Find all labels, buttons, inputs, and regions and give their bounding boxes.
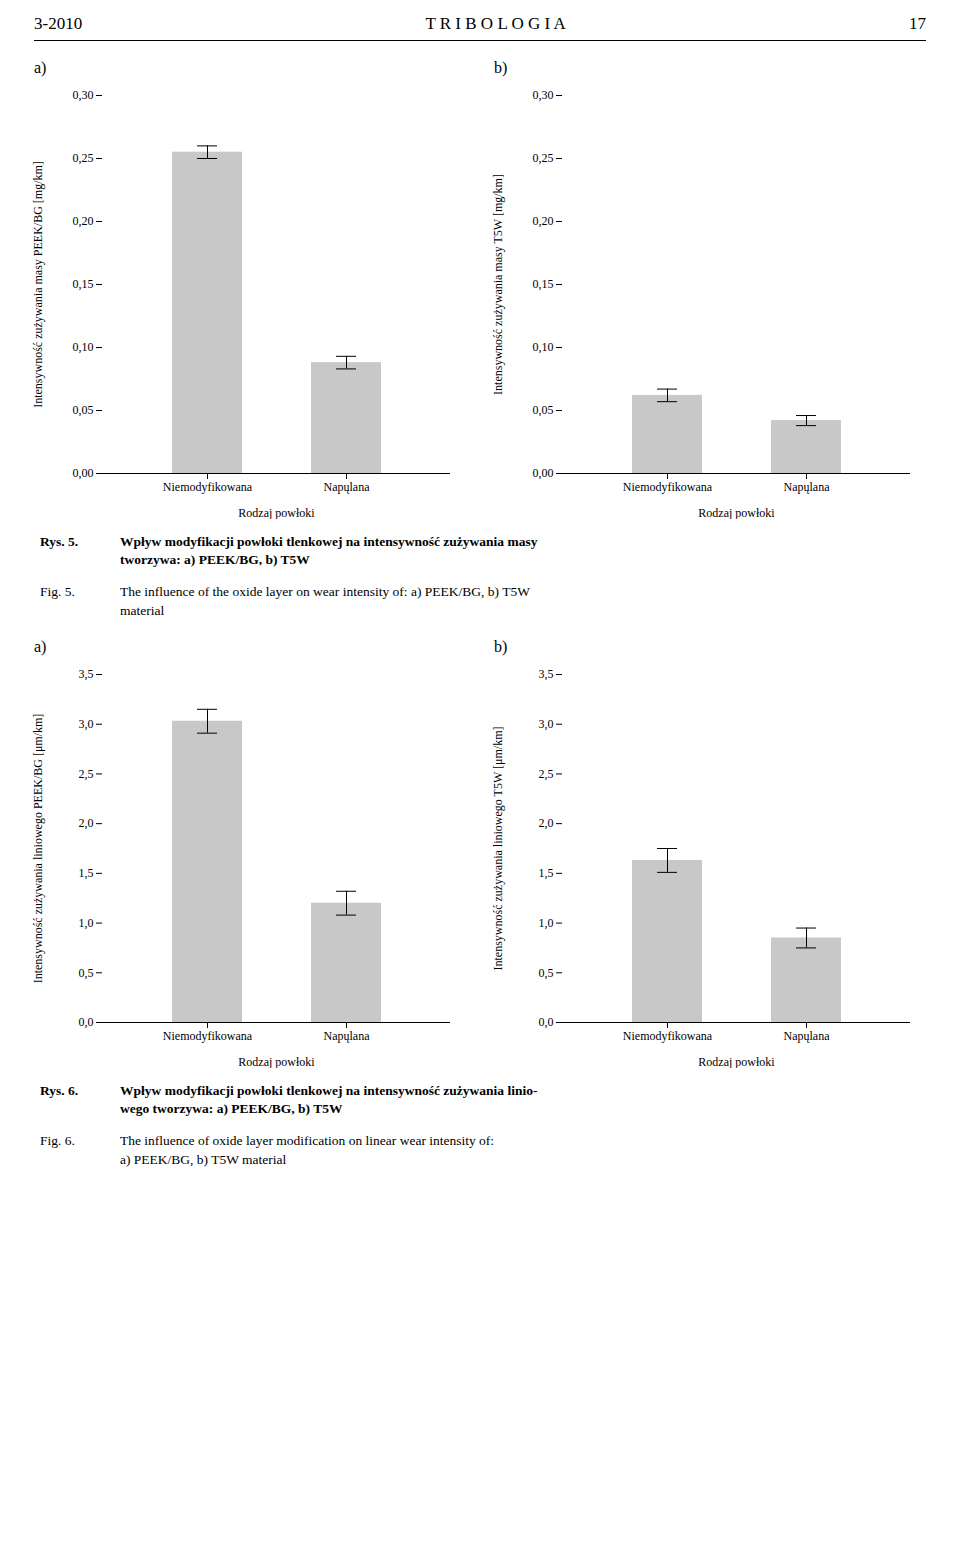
html-text:The influence of oxide layer m: The influence of oxide layer modificatio…: [120, 1133, 495, 1167]
svg-text:Niemodyfikowana: Niemodyfikowana: [163, 480, 253, 494]
svg-text:Rodzaj powłoki: Rodzaj powłoki: [698, 1054, 775, 1068]
svg-text:Napųlana: Napųlana: [324, 480, 371, 494]
svg-text:0,30: 0,30: [533, 88, 554, 102]
html-text:a): a): [34, 59, 47, 76]
svg-text:1,5: 1,5: [79, 866, 94, 880]
html-text:T R I B O L O G I A: T R I B O L O G I A: [425, 14, 566, 33]
svg-text:2,5: 2,5: [79, 767, 94, 781]
svg-text:0,20: 0,20: [73, 214, 94, 228]
svg-text:1,0: 1,0: [79, 916, 94, 930]
svg-text:1,0: 1,0: [539, 916, 554, 930]
svg-text:0,15: 0,15: [533, 277, 554, 291]
svg-text:0,10: 0,10: [533, 340, 554, 354]
svg-text:Intensywność zużywania masy PE: Intensywność zużywania masy PEEK/BG [mg/…: [31, 161, 45, 408]
html-text:b): b): [494, 637, 508, 655]
svg-text:Intensywność zużywania masy T5: Intensywność zużywania masy T5W [mg/km]: [491, 174, 505, 395]
svg-text:3,5: 3,5: [79, 667, 94, 681]
svg-text:0,5: 0,5: [539, 966, 554, 980]
svg-text:Napųlana: Napųlana: [784, 480, 831, 494]
svg-text:2,5: 2,5: [539, 767, 554, 781]
svg-text:0,10: 0,10: [73, 340, 94, 354]
svg-text:Rodzaj powłoki: Rodzaj powłoki: [698, 506, 775, 520]
html-text:The influence of the oxide lay: The influence of the oxide layer on wear…: [120, 584, 530, 618]
html-text:Fig. 5.: Fig. 5.: [40, 584, 75, 600]
svg-text:2,0: 2,0: [79, 816, 94, 830]
svg-text:3,5: 3,5: [539, 667, 554, 681]
svg-text:Rodzaj powłoki: Rodzaj powłoki: [238, 506, 315, 520]
svg-text:0,05: 0,05: [533, 403, 554, 417]
html-text:Rys. 6.: Rys. 6.: [40, 1082, 79, 1098]
svg-text:1,5: 1,5: [539, 866, 554, 880]
html-text:17: 17: [909, 14, 926, 33]
svg-text:Niemodyfikowana: Niemodyfikowana: [163, 1029, 253, 1043]
svg-text:Napųlana: Napųlana: [324, 1029, 371, 1043]
svg-text:3,0: 3,0: [539, 717, 554, 731]
svg-text:Niemodyfikowana: Niemodyfikowana: [623, 1029, 713, 1043]
html-text:b): b): [494, 59, 508, 76]
svg-text:0,05: 0,05: [73, 403, 94, 417]
html-text:3-2010: 3-2010: [34, 14, 83, 33]
html-text:a): a): [34, 637, 47, 655]
svg-text:0,25: 0,25: [73, 151, 94, 165]
svg-text:0,00: 0,00: [533, 466, 554, 480]
svg-text:0,00: 0,00: [73, 466, 94, 480]
html-text:Wpływ modyfikacji powłoki tlen: Wpływ modyfikacji powłoki tlenkowej na i…: [120, 1082, 538, 1117]
svg-text:3,0: 3,0: [79, 717, 94, 731]
svg-text:0,0: 0,0: [79, 1015, 94, 1029]
svg-text:0,30: 0,30: [73, 88, 94, 102]
svg-text:Rodzaj powłoki: Rodzaj powłoki: [238, 1054, 315, 1068]
svg-text:0,5: 0,5: [79, 966, 94, 980]
html-text:Fig. 6.: Fig. 6.: [40, 1133, 75, 1149]
svg-text:Intensywność zużywania liniowe: Intensywność zużywania liniowego T5W [μm…: [491, 726, 505, 970]
html-text:Wpływ modyfikacji powłoki tlen: Wpływ modyfikacji powłoki tlenkowej na i…: [120, 534, 538, 568]
svg-text:0,0: 0,0: [539, 1015, 554, 1029]
html-text:Rys. 5.: Rys. 5.: [40, 534, 79, 549]
svg-text:0,20: 0,20: [533, 214, 554, 228]
svg-text:0,25: 0,25: [533, 151, 554, 165]
svg-text:Niemodyfikowana: Niemodyfikowana: [623, 480, 713, 494]
svg-text:Napųlana: Napųlana: [784, 1029, 831, 1043]
svg-text:Intensywność zużywania liniowe: Intensywność zużywania liniowego PEEK/BG…: [31, 714, 45, 984]
svg-text:0,15: 0,15: [73, 277, 94, 291]
svg-text:2,0: 2,0: [539, 816, 554, 830]
